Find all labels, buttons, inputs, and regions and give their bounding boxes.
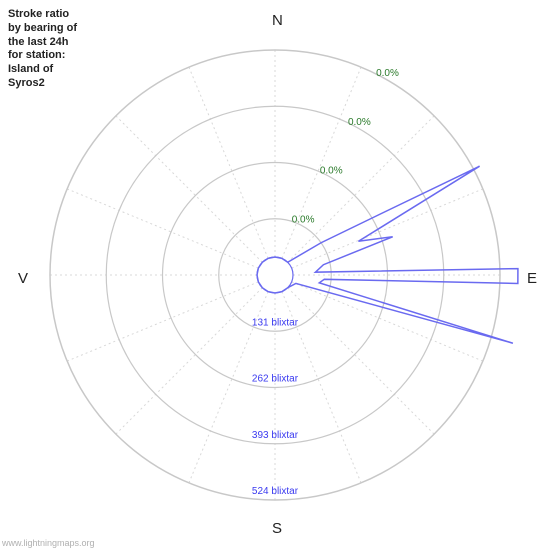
spoke-line <box>116 116 262 262</box>
ring-pct-label: 0.0% <box>320 166 343 177</box>
ring-count-label: 393 blixtar <box>252 430 299 441</box>
cardinal-n: N <box>272 12 283 29</box>
spoke-line <box>67 282 258 361</box>
cardinal-e: E <box>527 270 537 287</box>
spoke-line <box>288 288 434 434</box>
spoke-line <box>292 282 483 361</box>
ring-count-label: 524 blixtar <box>252 486 299 497</box>
cardinal-s: S <box>272 520 282 537</box>
ring-pct-label: 0.0% <box>292 214 315 225</box>
spoke-line <box>116 288 262 434</box>
spoke-line <box>292 189 483 268</box>
ring-count-label: 131 blixtar <box>252 317 299 328</box>
ring-pct-label: 0.0% <box>376 68 399 79</box>
ring-count-label: 262 blixtar <box>252 374 299 385</box>
spoke-line <box>67 189 258 268</box>
cardinal-v: V <box>18 270 28 287</box>
spoke-line <box>189 67 268 258</box>
ring-pct-label: 0.0% <box>348 117 371 128</box>
polar-chart: 0.0% 131 blixtar 0.0% 262 blixtar 0.0% 393 bl… <box>0 0 550 550</box>
